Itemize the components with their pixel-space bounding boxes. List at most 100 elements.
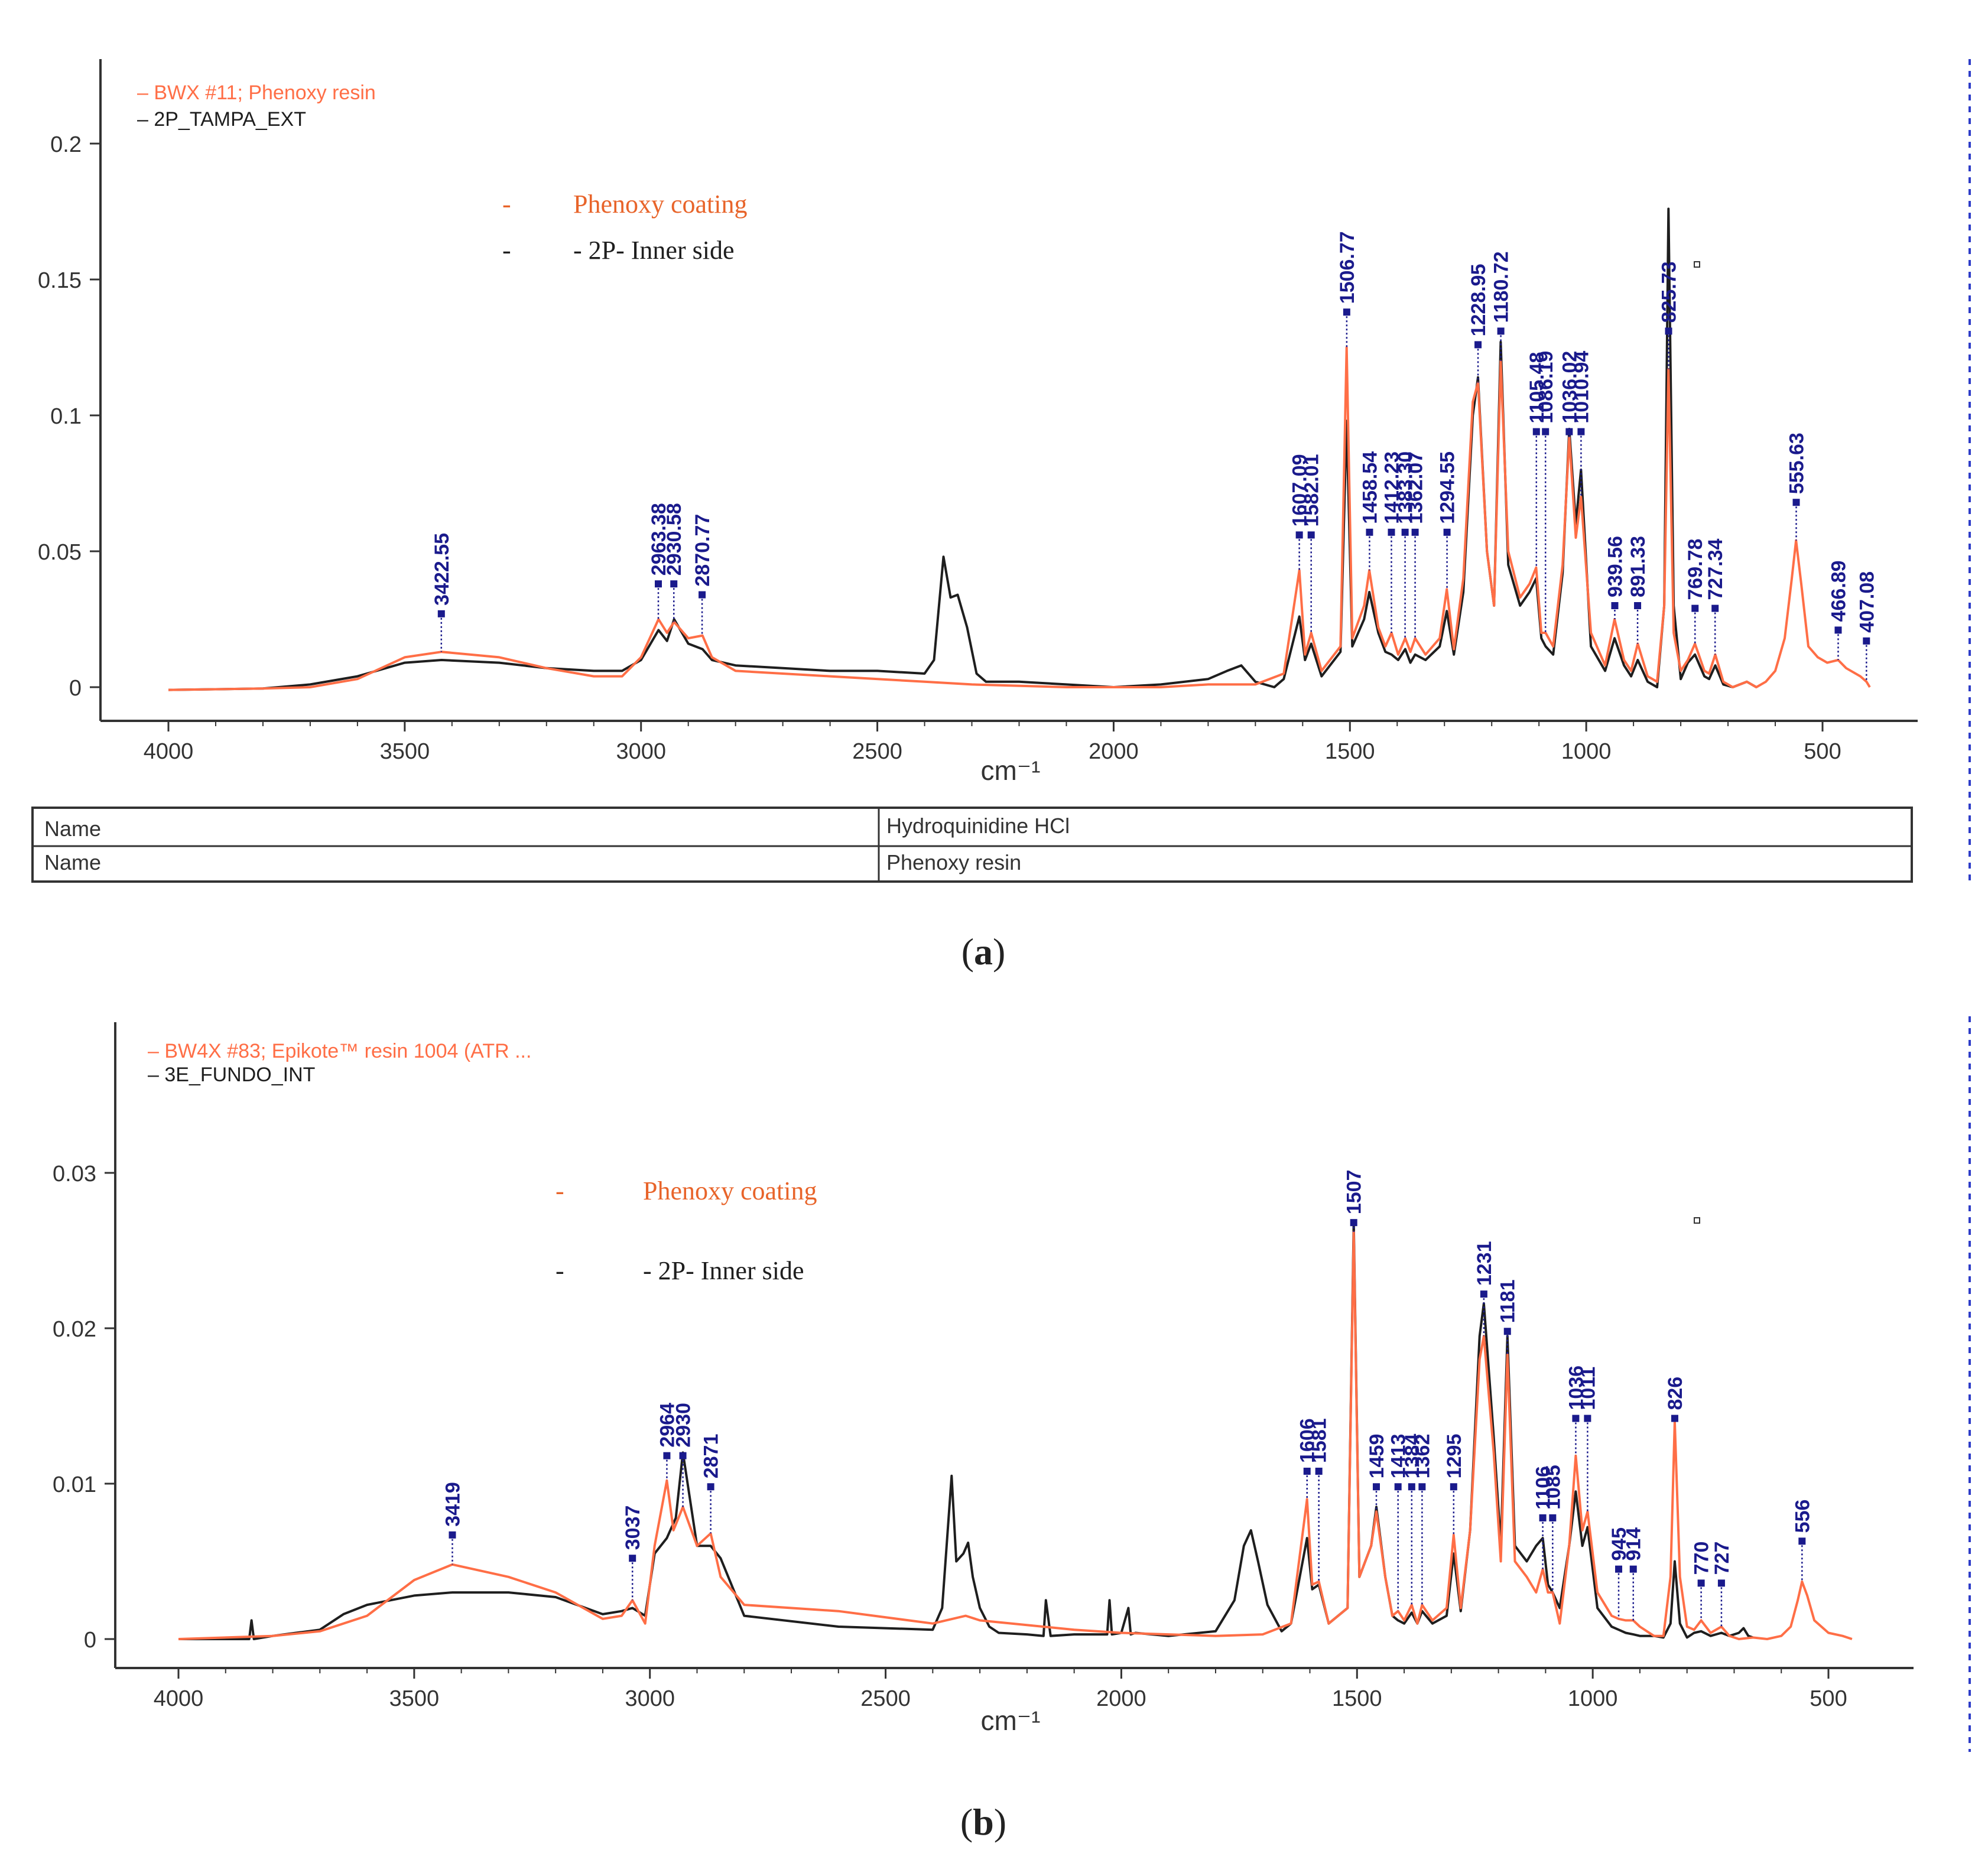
table-row-value: Phenoxy resin	[886, 850, 1021, 874]
panel-a-annotation-sample-mark: -	[502, 190, 511, 219]
peak-marker	[1792, 499, 1800, 506]
peak-marker	[1572, 1415, 1580, 1422]
peak-value: 1413	[1388, 1434, 1410, 1479]
x-tick-label: 2000	[1089, 739, 1139, 764]
peak-label: 1010.94	[1570, 351, 1593, 497]
peak-value: 1086.19	[1535, 351, 1557, 424]
panel-a-annotation-sample: Phenoxy coating	[573, 190, 748, 219]
peak-marker	[670, 580, 678, 588]
x-tick-label: 2500	[852, 739, 902, 764]
peak-marker	[1394, 1483, 1402, 1491]
peak-value: 1458.54	[1359, 451, 1381, 524]
panel-b-annotation-reference: - 2P- Inner side	[643, 1256, 804, 1285]
peak-value: 1606	[1297, 1418, 1319, 1463]
peak-marker	[1863, 637, 1870, 645]
caption-open-paren: (	[960, 1801, 973, 1843]
x-tick-label: 1000	[1568, 1686, 1618, 1711]
y-tick-label: 0.02	[53, 1317, 96, 1342]
peak-marker	[629, 1555, 636, 1562]
peak-value: 1011	[1577, 1367, 1599, 1410]
peak-label: 1458.54	[1359, 451, 1381, 571]
peak-label: 1180.72	[1490, 251, 1513, 361]
peak-value: 1085	[1542, 1465, 1564, 1510]
peak-label: 1011	[1577, 1367, 1599, 1512]
x-tick-label: 3500	[380, 739, 430, 764]
peak-label: 1582.01	[1301, 454, 1323, 633]
peak-label: 1086.19	[1535, 351, 1557, 633]
y-tick-label: 0	[84, 1628, 96, 1653]
peak-label: 1384	[1401, 1434, 1424, 1605]
peak-marker	[699, 591, 706, 599]
peak-label: 1413	[1388, 1434, 1410, 1611]
panel-a-marker-square	[1694, 261, 1700, 268]
panel-b-legend-sample: – BW4X #83; Epikote™ resin 1004 (ATR ...	[148, 1040, 531, 1062]
y-tick-label: 0	[69, 676, 82, 701]
panel-b-annotation-reference-mark: -	[556, 1256, 564, 1285]
peak-value: 2964	[656, 1403, 678, 1448]
peak-label: 1412.23	[1380, 451, 1403, 633]
peak-value: 556	[1791, 1500, 1814, 1533]
panel-b-marker-square	[1694, 1217, 1700, 1224]
x-tick-label: 1500	[1325, 739, 1375, 764]
peak-value: 914	[1623, 1527, 1645, 1561]
peak-value: 1181	[1497, 1279, 1519, 1323]
table-frame	[31, 807, 1913, 883]
peak-marker	[1691, 604, 1699, 612]
panel-b-series	[178, 1221, 1853, 1640]
peak-label: 1228.95	[1467, 264, 1490, 383]
caption-close-paren: )	[993, 931, 1005, 973]
peak-label: 1581	[1308, 1418, 1331, 1582]
peak-value: 3037	[622, 1506, 644, 1550]
peak-value: 1294.55	[1437, 451, 1459, 524]
peak-value: 1105.48	[1526, 352, 1548, 424]
peak-marker	[1418, 1483, 1426, 1491]
peak-marker	[1411, 528, 1419, 536]
x-tick-label: 2500	[860, 1686, 911, 1711]
peak-marker	[1629, 1565, 1637, 1573]
peak-label: 556	[1791, 1500, 1814, 1582]
panel-b-y-ticks: 0 0.01 0.02 0.03	[53, 1162, 115, 1653]
caption-open-paren: (	[961, 931, 974, 973]
peak-label: 1507	[1343, 1170, 1366, 1232]
peak-marker	[1315, 1467, 1323, 1475]
peak-marker	[1303, 1467, 1311, 1475]
peak-label: 727.34	[1704, 539, 1727, 655]
peak-value: 1228.95	[1467, 264, 1490, 336]
peak-value: 2870.77	[691, 514, 714, 587]
peak-value: 770	[1691, 1542, 1713, 1575]
x-tick-label: 4000	[144, 739, 194, 764]
peak-value: 1607.09	[1289, 454, 1311, 526]
table-row-key: Name	[44, 817, 101, 841]
y-tick-label: 0.15	[38, 268, 82, 293]
peak-value: 1384	[1401, 1434, 1424, 1479]
panel-b-annotation-sample: Phenoxy coating	[643, 1176, 817, 1205]
peak-label: 1105.48	[1526, 352, 1548, 568]
peak-value: 1036.02	[1558, 351, 1581, 424]
peak-marker	[437, 610, 445, 617]
y-tick-label: 0.01	[53, 1472, 96, 1497]
peak-marker	[1443, 528, 1451, 536]
peak-marker	[1366, 528, 1373, 536]
peak-marker	[1584, 1415, 1591, 1422]
x-tick-label: 2000	[1096, 1686, 1146, 1711]
series-line-reference	[168, 207, 1757, 691]
x-tick-label: 3500	[389, 1686, 440, 1711]
peak-value: 1581	[1308, 1418, 1331, 1463]
peak-label: 1606	[1297, 1418, 1319, 1500]
panel-a-info-table: Name Hydroquinidine HCl Name Phenoxy res…	[31, 807, 1913, 883]
peak-marker	[1388, 528, 1395, 536]
y-tick-label: 0.2	[50, 132, 82, 157]
panel-b-x-axis-label: cm⁻¹	[981, 1705, 1041, 1736]
peak-marker	[1401, 528, 1409, 536]
peak-label: 1036	[1565, 1365, 1587, 1456]
peak-value: 769.78	[1684, 539, 1707, 600]
peak-label: 914	[1623, 1527, 1645, 1621]
caption-letter: b	[973, 1801, 994, 1843]
peak-value: 1106	[1532, 1466, 1555, 1510]
panel-a-caption: (a)	[961, 931, 1006, 973]
x-tick-label: 4000	[154, 1686, 204, 1711]
peak-marker	[1834, 626, 1842, 634]
peak-label: 1362	[1411, 1434, 1434, 1605]
